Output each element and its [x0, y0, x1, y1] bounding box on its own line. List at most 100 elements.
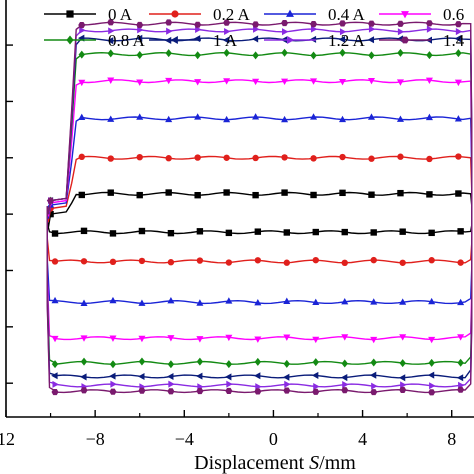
series-marker — [282, 28, 289, 36]
legend-entry: 0 A — [44, 5, 133, 24]
series-marker — [400, 381, 407, 389]
series-marker — [370, 389, 378, 396]
series-marker — [341, 359, 348, 368]
series-marker — [167, 229, 175, 237]
series-marker — [109, 388, 117, 395]
series-marker — [426, 155, 433, 163]
series-marker — [338, 115, 347, 123]
series-marker — [398, 374, 406, 382]
x-axis-label-prefix: Displacement — [194, 452, 309, 474]
series-marker — [225, 360, 233, 369]
series-marker — [370, 336, 378, 344]
series-marker — [455, 153, 462, 160]
series-marker — [107, 155, 114, 162]
series-marker — [341, 334, 349, 341]
series-marker — [136, 113, 144, 120]
series-marker — [281, 78, 289, 86]
x-tick-label: 8 — [447, 429, 456, 449]
legend-marker — [401, 11, 409, 19]
series-marker — [338, 35, 346, 43]
series-marker — [254, 257, 262, 264]
series-marker — [281, 115, 289, 123]
legend-marker — [287, 36, 295, 44]
series-marker — [78, 79, 86, 87]
series-marker — [342, 381, 349, 389]
series-marker — [167, 296, 175, 304]
series-marker — [225, 334, 233, 342]
series-marker — [225, 297, 233, 304]
series-1-4 — [46, 19, 473, 396]
series-marker — [196, 299, 204, 306]
series-marker — [310, 25, 318, 33]
series-marker — [136, 79, 144, 86]
series-marker — [252, 51, 259, 60]
series-marker — [425, 77, 433, 85]
series-marker — [225, 373, 232, 381]
series-marker — [167, 259, 175, 266]
series-marker — [283, 297, 291, 304]
series-marker — [312, 228, 319, 236]
series-marker — [310, 78, 318, 85]
series-marker — [135, 34, 143, 42]
series-marker — [454, 79, 462, 87]
series-marker — [196, 228, 204, 235]
axes-layer: 12 −8 −4 0 4 8 — [0, 0, 474, 449]
series-marker — [194, 113, 202, 120]
series-marker — [107, 77, 115, 84]
series-marker — [166, 27, 173, 35]
series-marker — [80, 387, 88, 394]
series-marker — [252, 191, 259, 199]
series-marker — [396, 79, 404, 86]
series-marker — [51, 230, 59, 237]
series-marker — [455, 49, 462, 58]
series-marker — [136, 191, 143, 199]
legend-marker — [171, 10, 179, 18]
legend-entry: 0.6 — [379, 5, 464, 24]
series-marker — [109, 360, 117, 369]
series-marker — [454, 21, 462, 28]
series-marker — [138, 335, 146, 343]
legend-entry: 1.2 A — [264, 31, 366, 50]
series-marker — [312, 358, 319, 367]
x-axis-label-unit: /mm — [319, 452, 356, 474]
legend-entry: 1 A — [149, 31, 238, 50]
series-marker — [399, 359, 406, 368]
series-marker — [78, 21, 86, 29]
series-marker — [312, 256, 319, 264]
series-marker — [397, 189, 404, 197]
series-marker — [194, 21, 202, 28]
series-marker — [136, 50, 143, 59]
series-marker — [80, 258, 88, 265]
series-marker — [225, 387, 233, 394]
series-marker — [283, 259, 290, 266]
series-marker — [457, 259, 464, 266]
series-marker — [80, 227, 88, 235]
series-marker — [282, 373, 290, 381]
series-marker — [107, 115, 115, 122]
series-marker — [165, 155, 172, 162]
series-line — [46, 116, 473, 305]
series-marker — [397, 48, 404, 57]
x-tick-label: 12 — [0, 429, 15, 449]
series-marker — [78, 191, 85, 199]
series-marker — [284, 380, 291, 388]
series-marker — [310, 113, 318, 120]
series-marker — [194, 154, 201, 161]
series-marker — [138, 387, 146, 394]
series-marker — [425, 20, 433, 27]
legend-marker — [66, 35, 74, 45]
series-marker — [283, 387, 291, 394]
series-marker — [196, 387, 204, 395]
series-marker — [281, 48, 288, 57]
series-marker — [165, 189, 172, 196]
series-marker — [78, 50, 85, 59]
series-marker — [136, 153, 143, 161]
legend-label: 0 A — [108, 5, 133, 24]
series-marker — [52, 380, 59, 388]
series-marker — [136, 21, 144, 28]
series-marker — [80, 335, 88, 342]
series-marker — [338, 20, 347, 27]
series-marker — [138, 357, 146, 366]
